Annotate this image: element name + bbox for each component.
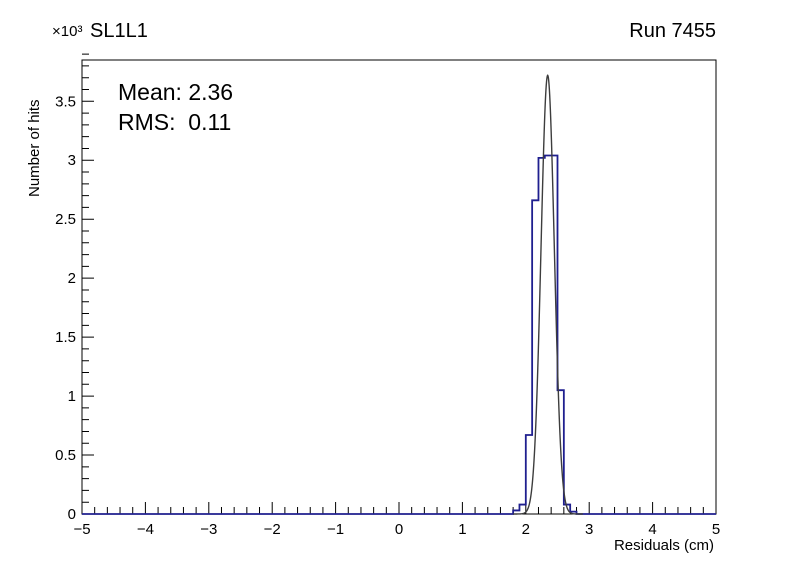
run-label: Run 7455	[629, 20, 716, 42]
stat-rms: RMS: 0.11	[118, 109, 232, 135]
svg-text:−4: −4	[137, 521, 154, 538]
svg-text:−2: −2	[264, 521, 281, 538]
svg-text:2: 2	[522, 521, 530, 538]
svg-text:1: 1	[458, 521, 466, 538]
residuals-histogram-series	[82, 154, 716, 515]
svg-text:4: 4	[648, 521, 656, 538]
svg-text:0: 0	[68, 506, 76, 523]
svg-text:1.5: 1.5	[55, 329, 76, 346]
x-axis-ticks	[81, 502, 717, 514]
y-axis-tick-labels: 0 0.5 1 1.5 2 2.5 3 3.5	[55, 93, 76, 523]
y-axis-ticks	[82, 53, 94, 515]
svg-text:5: 5	[712, 521, 720, 538]
stat-mean: Mean: 2.36	[118, 79, 234, 105]
svg-text:0: 0	[395, 521, 403, 538]
svg-text:−5: −5	[73, 521, 90, 538]
y-axis-label: Number of hits	[26, 99, 43, 197]
svg-text:−3: −3	[200, 521, 217, 538]
svg-text:2.5: 2.5	[55, 211, 76, 228]
svg-text:−1: −1	[327, 521, 344, 538]
svg-text:3.5: 3.5	[55, 93, 76, 110]
svg-text:1: 1	[68, 388, 76, 405]
gaussian-fit-series	[513, 74, 583, 515]
svg-text:2: 2	[68, 270, 76, 287]
x-axis-label: Residuals (cm)	[613, 537, 714, 554]
svg-text:3: 3	[68, 152, 76, 169]
x-axis-tick-labels: −5 −4 −3 −2 −1 0 1 2 3 4 5	[73, 521, 720, 538]
plot-title: SL1L1	[90, 20, 148, 42]
svg-text:3: 3	[585, 521, 593, 538]
svg-text:0.5: 0.5	[55, 447, 76, 464]
y-axis-multiplier: ×10³	[52, 23, 83, 40]
